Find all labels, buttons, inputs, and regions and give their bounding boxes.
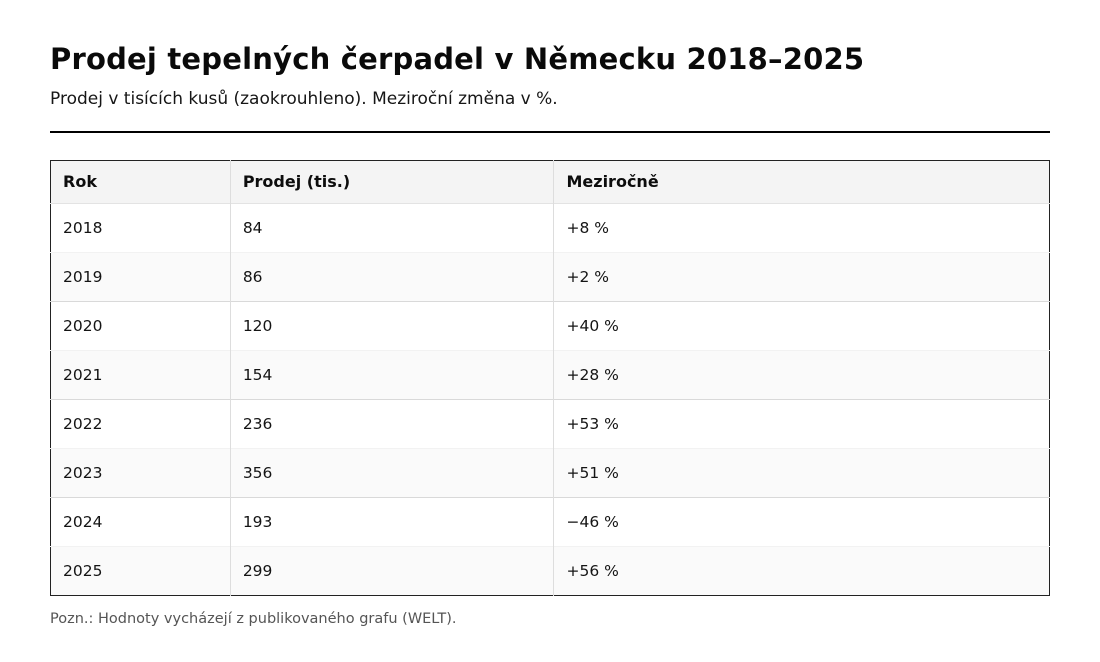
yoy-cell: +8 % (553, 203, 1050, 253)
table-row: 2025 299 +56 % (50, 546, 1050, 596)
table-header-row: Rok Prodej (tis.) Meziročně (50, 160, 1050, 204)
yoy-cell: +51 % (553, 448, 1050, 498)
year-cell: 2022 (63, 415, 103, 433)
table-row: 2022 236 +53 % (50, 399, 1050, 449)
sales-cell: 299 (229, 546, 554, 596)
page: Prodej tepelných čerpadel v Německu 2018… (0, 42, 1100, 628)
yoy-cell: +2 % (553, 252, 1050, 302)
source-footnote: Pozn.: Hodnoty vycházejí z publikovaného… (50, 611, 457, 627)
sales-cell: 154 (229, 350, 554, 400)
year-cell: 2018 (63, 219, 103, 237)
column-header-mezirocne: Meziročně (553, 160, 1050, 204)
divider-rule (50, 131, 1050, 133)
column-header-rok: Rok (50, 160, 231, 204)
table-header: Rok Prodej (tis.) Meziročně (50, 160, 1050, 204)
year-cell: 2023 (63, 464, 103, 482)
year-cell: 2021 (63, 366, 103, 384)
column-header-prodej: Prodej (tis.) (229, 160, 554, 204)
page-title: Prodej tepelných čerpadel v Německu 2018… (50, 42, 865, 76)
table-row: 2024 193 −46 % (50, 497, 1050, 547)
sales-cell: 84 (229, 203, 554, 253)
table-row: 2019 86 +2 % (50, 252, 1050, 302)
sales-cell: 236 (229, 399, 554, 449)
sales-cell: 86 (229, 252, 554, 302)
sales-table: Rok Prodej (tis.) Meziročně 2018 84 +8 %… (50, 160, 1050, 596)
year-cell: 2025 (63, 562, 103, 580)
yoy-cell: +53 % (553, 399, 1050, 449)
sales-cell: 193 (229, 497, 554, 547)
page-subtitle: Prodej v tisících kusů (zaokrouhleno). M… (50, 89, 558, 109)
year-cell: 2020 (63, 317, 103, 335)
table-row: 2023 356 +51 % (50, 448, 1050, 498)
table-row: 2020 120 +40 % (50, 301, 1050, 351)
yoy-cell: +40 % (553, 301, 1050, 351)
yoy-cell: +56 % (553, 546, 1050, 596)
sales-cell: 120 (229, 301, 554, 351)
table-body: 2018 84 +8 % 2019 86 +2 % 2020 120 +40 %… (50, 203, 1050, 596)
yoy-cell-negative: −46 % (553, 497, 1050, 547)
table-row: 2018 84 +8 % (50, 203, 1050, 253)
sales-cell: 356 (229, 448, 554, 498)
year-cell: 2024 (63, 513, 103, 531)
year-cell: 2019 (63, 268, 103, 286)
yoy-cell: +28 % (553, 350, 1050, 400)
table-row: 2021 154 +28 % (50, 350, 1050, 400)
